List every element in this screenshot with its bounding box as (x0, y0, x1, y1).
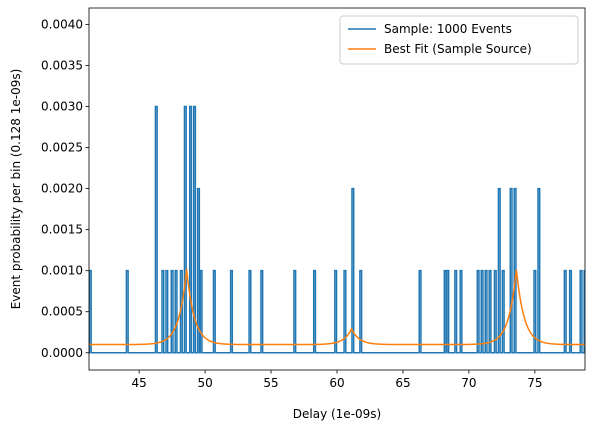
x-tick-label: 55 (263, 376, 278, 390)
x-axis-label: Delay (1e-09s) (293, 407, 381, 421)
legend-box (339, 15, 579, 65)
series-layer (89, 105, 585, 354)
x-tick-label: 75 (527, 376, 542, 390)
y-tick-label: 0.0005 (41, 305, 83, 319)
y-tick-label: 0.0025 (41, 141, 83, 155)
y-tick-label: 0.0035 (41, 58, 83, 72)
y-axis-label: Event probability per bin (0.128 1e-09s) (9, 69, 23, 310)
y-tick-label: 0.0020 (41, 182, 83, 196)
x-tick-label: 70 (461, 376, 476, 390)
x-axis-ticks: 45 50 55 60 65 70 75 (131, 370, 543, 390)
legend-label-sample: Sample: 1000 Events (384, 22, 512, 36)
legend: Sample: 1000 Events Best Fit (Sample Sou… (339, 15, 579, 65)
x-tick-label: 50 (197, 376, 212, 390)
x-tick-label: 65 (395, 376, 410, 390)
y-tick-label: 0.0010 (41, 264, 83, 278)
y-tick-label: 0.0030 (41, 100, 83, 114)
x-tick-label: 60 (329, 376, 344, 390)
y-tick-label: 0.0015 (41, 223, 83, 237)
series-line-best-fit (89, 269, 585, 346)
x-tick-label: 45 (131, 376, 146, 390)
y-tick-label: 0.0000 (41, 346, 83, 360)
y-axis-ticks: 0.0000 0.0005 0.0010 0.0015 0.0020 0.0025 0.00… (41, 17, 89, 360)
series-line-sample (89, 105, 585, 354)
legend-label-best-fit: Best Fit (Sample Source) (384, 42, 532, 56)
y-tick-label: 0.0040 (41, 17, 83, 31)
